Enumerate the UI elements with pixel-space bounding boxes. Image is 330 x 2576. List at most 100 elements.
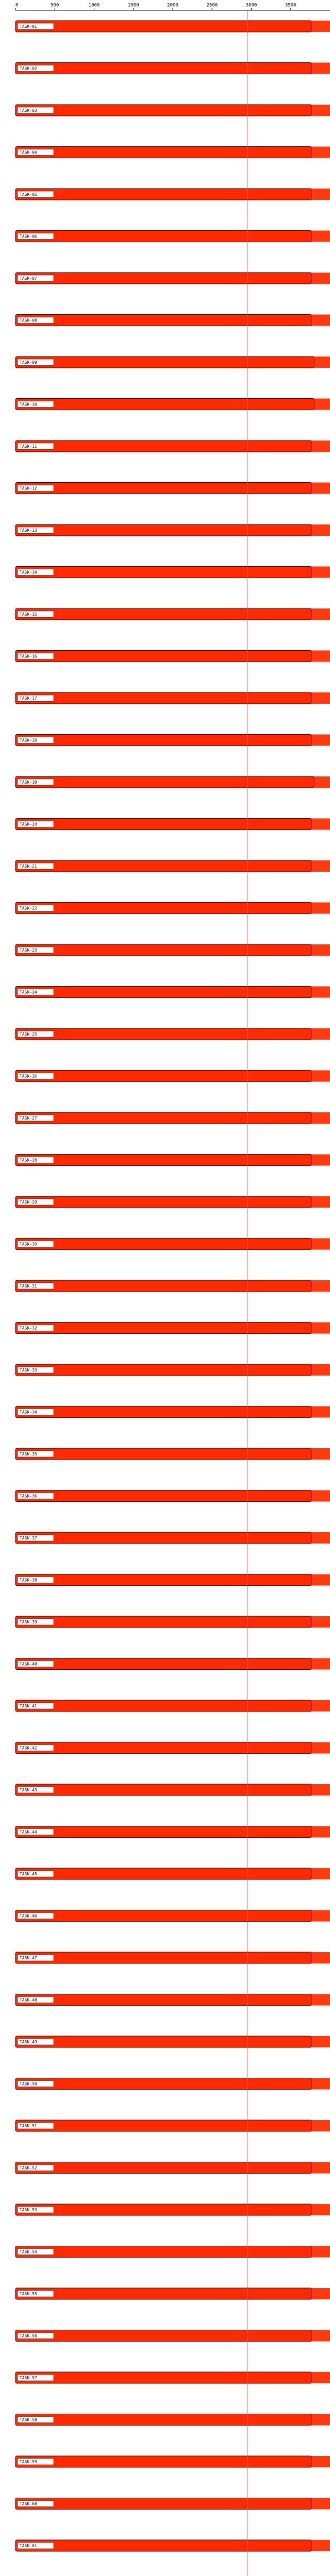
bar-label: TASK-48 [20, 1998, 37, 2003]
label-box [17, 1493, 54, 1499]
bar-segment [15, 2539, 312, 2552]
bar-segment [311, 1112, 330, 1124]
bar-segment [311, 1322, 330, 1334]
bar-label: TASK-18 [20, 738, 37, 743]
bar-segment [15, 1028, 312, 1040]
bar-segment [15, 2455, 312, 2468]
bar-segment [311, 1532, 330, 1544]
bar-label: TASK-08 [20, 318, 37, 323]
bar-segment [311, 1742, 330, 1754]
label-box [17, 401, 54, 408]
label-box [17, 1870, 54, 1877]
bar-label: TASK-13 [20, 528, 37, 533]
bar-segment [311, 1070, 330, 1082]
label-box [17, 946, 54, 954]
bar-segment [311, 1616, 330, 1628]
label-box [17, 2290, 54, 2297]
bar-label: TASK-57 [20, 2376, 37, 2380]
bar-label: TASK-31 [20, 1284, 37, 1289]
bar-segment [311, 1196, 330, 1208]
bar-segment [15, 1070, 312, 1082]
x-tick-label: 2000 [167, 3, 178, 8]
bar-label: TASK-39 [20, 1620, 37, 1624]
bar-segment [15, 1574, 312, 1586]
bar-label: TASK-52 [20, 2166, 37, 2171]
bar-segment [15, 1238, 312, 1250]
bar-segment [311, 2120, 330, 2131]
label-box [17, 1660, 54, 1667]
label-box [17, 1198, 54, 1206]
bar-segment [311, 1826, 330, 1838]
bar-label: TASK-55 [20, 2292, 37, 2296]
label-box [17, 1996, 54, 2003]
bar-label: TASK-38 [20, 1578, 37, 1583]
bar-segment [15, 188, 312, 200]
label-box [17, 2542, 54, 2549]
bar-label: TASK-59 [20, 2460, 37, 2464]
bar-label: TASK-50 [20, 2082, 37, 2087]
bar-segment [15, 734, 312, 746]
bar-segment [311, 21, 330, 32]
bar-segment [15, 1112, 312, 1124]
bar-segment [15, 2078, 312, 2090]
label-box [17, 2500, 54, 2507]
bar-segment [311, 2078, 330, 2090]
bar-segment [311, 860, 330, 872]
bar-label: TASK-04 [20, 150, 37, 155]
bar-segment [311, 440, 330, 452]
bar-label: TASK-25 [20, 1032, 37, 1037]
label-box [17, 862, 54, 870]
bar-segment [311, 1910, 330, 1922]
label-box [17, 611, 54, 618]
bar-segment [311, 1490, 330, 1502]
bar-label: TASK-20 [20, 822, 37, 827]
bar-label: TASK-21 [20, 864, 37, 869]
label-box [17, 1030, 54, 1038]
label-box [17, 1577, 54, 1583]
bar-label: TASK-23 [20, 948, 37, 953]
bar-segment [314, 357, 330, 368]
label-box [17, 2164, 54, 2171]
bar-label: TASK-41 [20, 1704, 37, 1708]
label-box [17, 1954, 54, 1961]
bar-segment [311, 482, 330, 494]
bar-segment [314, 398, 330, 410]
bar-label: TASK-16 [20, 654, 37, 659]
bar-segment [311, 1406, 330, 1418]
label-box [17, 1702, 54, 1709]
bar-segment [311, 1994, 330, 2006]
x-tick-label: 1500 [128, 3, 139, 8]
bar-label: TASK-24 [20, 990, 37, 995]
bar-label: TASK-22 [20, 906, 37, 911]
bar-segment [311, 944, 330, 956]
bar-segment [15, 524, 312, 536]
bar-segment [311, 2372, 330, 2383]
bar-segment [15, 1448, 312, 1460]
bar-segment [15, 1784, 312, 1796]
bar-label: TASK-26 [20, 1074, 37, 1079]
label-box [17, 1325, 54, 1331]
bar-segment [311, 189, 330, 200]
bar-label: TASK-12 [20, 486, 37, 491]
bar-segment [311, 1154, 330, 1166]
bar-segment [15, 1868, 312, 1880]
bar-segment [311, 1784, 330, 1795]
label-box [17, 2374, 54, 2381]
label-box [17, 2332, 54, 2339]
bar-label: TASK-54 [20, 2250, 37, 2255]
bar-segment [311, 1364, 330, 1376]
bar-segment [15, 944, 312, 956]
bar-segment [311, 1952, 330, 1963]
bar-segment [311, 105, 330, 116]
label-box [17, 778, 54, 786]
bar-segment [311, 2540, 330, 2551]
bar-segment [311, 734, 330, 746]
bar-segment [15, 146, 312, 158]
bar-segment [15, 2330, 312, 2342]
bar-label: TASK-43 [20, 1788, 37, 1792]
bar-segment [15, 608, 312, 620]
bar-segment [311, 1574, 330, 1586]
bar-segment [15, 398, 315, 410]
bar-segment [15, 1742, 312, 1754]
bar-segment [314, 776, 330, 788]
